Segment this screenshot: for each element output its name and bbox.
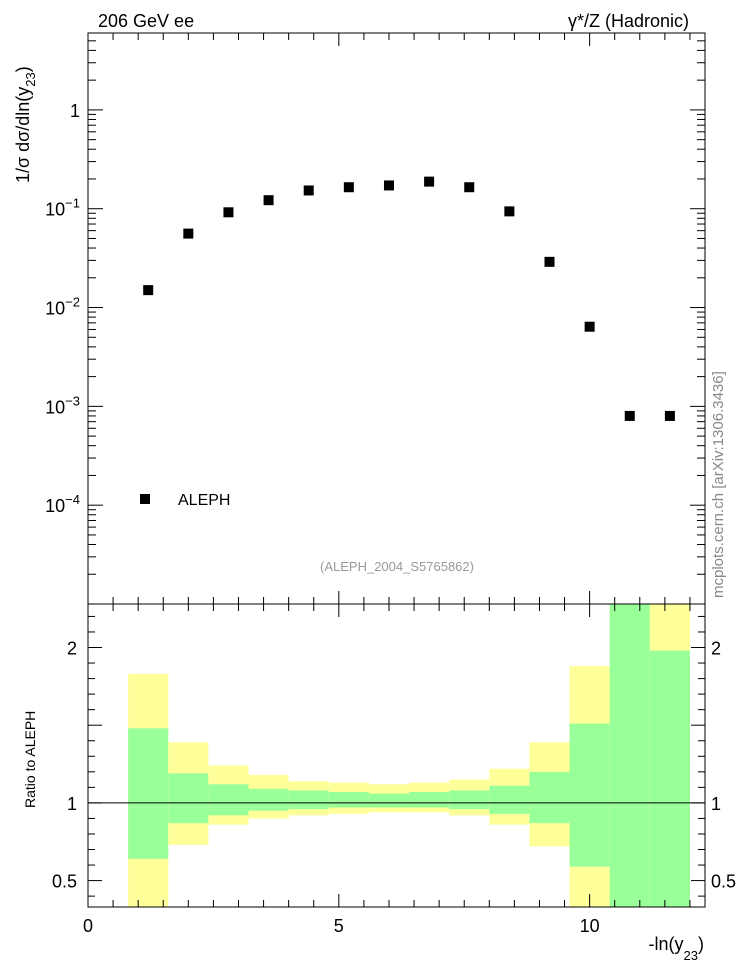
x-axis-label: -ln(y23) bbox=[649, 934, 704, 963]
ratio-y-tick-label-right-0: 0.5 bbox=[711, 872, 736, 892]
main-y-label-main: 1/σ dσ/dln(y bbox=[13, 87, 33, 183]
ratio-y-tick-label-left-0: 0.5 bbox=[52, 872, 77, 892]
main-plot-frame bbox=[87, 32, 706, 605]
data-point-5 bbox=[343, 182, 354, 193]
green-band-bin-11 bbox=[569, 723, 610, 867]
main-y-axis-label: 1/σ dσ/dln(y23) bbox=[13, 66, 38, 183]
data-point-4 bbox=[303, 185, 314, 196]
plot-frames bbox=[87, 32, 706, 908]
ratio-y-axis-label: Ratio to ALEPH bbox=[22, 711, 38, 808]
process-label: γ*/Z (Hadronic) bbox=[568, 11, 689, 31]
data-point-8 bbox=[464, 182, 475, 193]
green-band-bin-2 bbox=[208, 784, 249, 816]
ratio-uncertainty-bands bbox=[128, 604, 690, 907]
main-y-tick-label-exp-2: −2 bbox=[65, 295, 80, 310]
green-band-bin-3 bbox=[248, 788, 289, 811]
main-y-tick-label-3: 10−1 bbox=[45, 196, 80, 220]
main-y-tick-label-base-3: 10 bbox=[45, 200, 65, 220]
data-point-3 bbox=[263, 195, 274, 206]
data-point-0 bbox=[143, 285, 154, 296]
ratio-y-tick-label-left-2: 2 bbox=[67, 639, 77, 659]
ratio-y-tick-label-right-1: 1 bbox=[711, 794, 721, 814]
green-band-bin-4 bbox=[288, 790, 329, 810]
data-points bbox=[143, 176, 675, 421]
main-y-tick-label-base-2: 10 bbox=[45, 299, 65, 319]
data-point-13 bbox=[664, 410, 675, 421]
green-band-bin-0 bbox=[128, 728, 169, 859]
x-label-end: ) bbox=[698, 934, 704, 954]
main-y-tick-label-base-4: 1 bbox=[70, 101, 80, 121]
green-band-bin-10 bbox=[529, 771, 570, 824]
data-point-10 bbox=[544, 256, 555, 267]
energy-label: 206 GeV ee bbox=[98, 11, 194, 31]
main-y-tick-label-1: 10−3 bbox=[45, 393, 80, 417]
data-point-1 bbox=[183, 228, 194, 239]
main-y-tick-label-4: 1 bbox=[70, 101, 80, 121]
green-band-bin-1 bbox=[168, 773, 209, 824]
legend-marker bbox=[140, 494, 150, 504]
data-point-2 bbox=[223, 207, 234, 218]
green-band-bin-13 bbox=[649, 650, 690, 907]
main-y-tick-label-exp-3: −1 bbox=[65, 196, 80, 211]
data-point-12 bbox=[624, 410, 635, 421]
main-y-tick-label-0: 10−4 bbox=[45, 492, 80, 516]
data-point-7 bbox=[424, 176, 435, 187]
data-point-6 bbox=[383, 180, 394, 191]
main-y-label-sub: 23 bbox=[23, 72, 38, 86]
data-point-11 bbox=[584, 321, 595, 332]
main-y-tick-label-base-1: 10 bbox=[45, 397, 65, 417]
x-tick-label-0: 0 bbox=[83, 916, 93, 936]
x-label-sub: 23 bbox=[684, 948, 698, 963]
main-y-tick-label-exp-0: −4 bbox=[65, 492, 80, 507]
green-band-bin-7 bbox=[409, 792, 450, 808]
main-y-tick-label-2: 10−2 bbox=[45, 295, 80, 319]
watermark: mcplots.cern.ch [arXiv:1306.3436] bbox=[710, 371, 727, 598]
green-band-bin-6 bbox=[368, 793, 410, 808]
main-y-tick-label-base-0: 10 bbox=[45, 496, 65, 516]
main-y-tick-label-exp-1: −3 bbox=[65, 393, 80, 408]
legend-label: ALEPH bbox=[178, 492, 230, 509]
main-y-label-end: ) bbox=[13, 66, 33, 72]
x-tick-label-1: 5 bbox=[334, 916, 344, 936]
ratio-plot-frame bbox=[87, 603, 706, 908]
analysis-id: (ALEPH_2004_S5765862) bbox=[320, 559, 474, 574]
data-point-9 bbox=[504, 206, 515, 217]
ratio-y-tick-label-right-2: 2 bbox=[711, 639, 721, 659]
x-label-main: -ln(y bbox=[649, 934, 684, 954]
x-tick-label-2: 10 bbox=[580, 916, 600, 936]
green-band-bin-12 bbox=[609, 604, 650, 907]
green-band-bin-5 bbox=[328, 792, 369, 808]
green-band-bin-8 bbox=[449, 790, 490, 810]
ratio-y-tick-label-left-1: 1 bbox=[67, 794, 77, 814]
green-band-bin-9 bbox=[489, 785, 530, 814]
